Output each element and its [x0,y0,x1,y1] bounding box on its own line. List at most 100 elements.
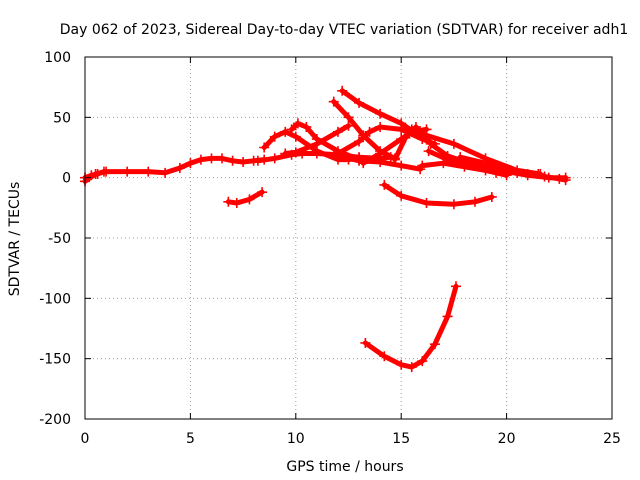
grid [85,57,612,419]
axis-ticks: 0 5 10 15 20 25 -200 -150 -100 -50 0 50 100 [39,50,621,447]
data-point [505,165,516,176]
data-point [375,108,386,119]
data-point [143,166,154,177]
data-point [375,148,386,159]
data-point [354,155,365,166]
data-point [448,199,459,210]
data-point [358,158,369,169]
x-axis-label: GPS time / hours [286,459,403,475]
x-tick-label: 0 [81,431,90,447]
x-tick-label: 20 [498,431,516,447]
data-point [269,131,280,142]
data-point [417,356,428,367]
data-point [160,167,171,178]
series-track-18 [379,179,497,210]
data-point [406,124,417,135]
data-point [343,112,354,123]
x-tick-label: 25 [603,431,621,447]
data-point [280,148,291,159]
data-point [122,166,133,177]
y-tick-label: 100 [44,50,71,66]
data-point [354,97,365,108]
y-tick-label: -200 [39,412,71,428]
data-point [332,148,343,159]
data-point [280,126,291,137]
series-track-16 [417,158,512,181]
data-point [337,85,348,96]
data-point [421,198,432,209]
data-point [469,196,480,207]
series-track-11 [339,152,426,175]
x-tick-label: 10 [287,431,305,447]
data-point [459,161,470,172]
data-point [417,160,428,171]
data-point [396,124,407,135]
data-point [354,136,365,147]
data-point [290,131,301,142]
data-point [379,351,390,362]
y-tick-label: 0 [62,171,71,187]
data-point [522,169,533,180]
data-point [389,154,400,165]
data-point [406,362,417,373]
data-point [257,187,268,198]
data-point [375,156,386,167]
data-point [554,173,565,184]
y-tick-label: -100 [39,291,71,307]
series-track-17 [455,152,571,186]
data-point [86,170,97,181]
data-point [455,152,466,163]
data-point [252,155,263,166]
data-point [400,132,411,143]
data-point [206,153,217,164]
data-series [80,85,571,373]
series-line [362,283,459,370]
data-point [364,126,375,137]
data-point [231,198,242,209]
series-track-7 [280,120,354,159]
series-track-19 [360,281,462,373]
series-line [225,189,265,206]
data-point [227,155,238,166]
data-point [560,175,571,186]
data-point [451,281,462,292]
series-track-2 [80,166,109,183]
data-point [486,191,497,202]
x-tick-label: 15 [392,431,410,447]
data-point [290,147,301,158]
data-point [98,166,109,177]
data-point [195,154,206,165]
data-point [339,152,350,163]
data-point [301,121,312,132]
data-point [480,158,491,169]
data-point [328,96,339,107]
data-point [360,337,371,348]
data-point [92,169,103,180]
data-point [185,158,196,169]
data-point [223,196,234,207]
data-point [425,138,436,149]
series-track-1 [80,153,270,187]
chart-title: Day 062 of 2023, Sidereal Day-to-day VTE… [60,22,628,38]
data-point [332,126,343,137]
data-point [442,311,453,322]
plot-frame [84,56,613,420]
y-tick-label: -50 [48,231,71,247]
data-point [286,124,297,135]
data-point [238,156,249,167]
data-point [396,359,407,370]
data-point [292,118,303,129]
data-point [438,158,449,169]
data-point [396,190,407,201]
y-axis-label: SDTVAR / TECUs [7,182,23,297]
data-point [375,121,386,132]
data-point [491,167,502,178]
data-point [217,153,228,164]
data-point [311,138,322,149]
data-point [269,153,280,164]
data-point [311,148,322,159]
data-point [539,171,550,182]
data-point [174,163,185,174]
data-point [396,160,407,171]
